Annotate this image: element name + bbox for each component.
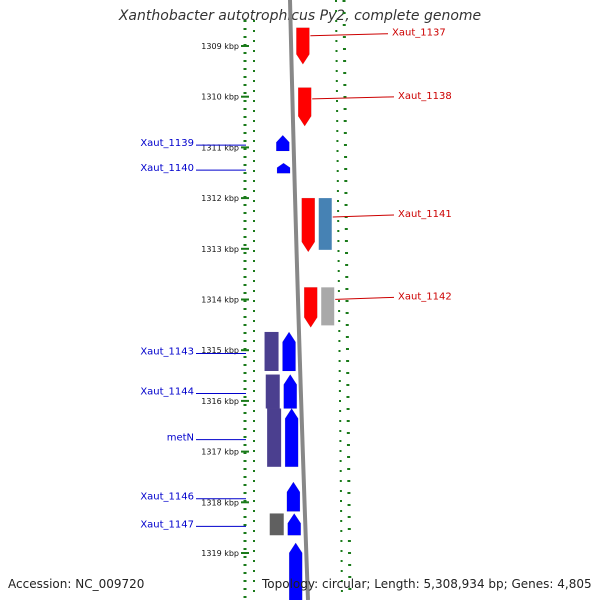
ruler-tick-label: 1312 kbp xyxy=(201,194,239,203)
gene-metn-feature-bar xyxy=(267,408,282,467)
ruler-tick-label: 1319 kbp xyxy=(201,549,239,558)
ruler-tick-label: 1314 kbp xyxy=(201,296,239,305)
gene-xaut-1137-leader-line xyxy=(310,33,389,37)
genome-title: Xanthobacter autotrophicus Py2, complete… xyxy=(118,8,482,24)
gene-xaut-1137-label: Xaut_1137 xyxy=(392,28,446,39)
gene-xaut-1141-label: Xaut_1141 xyxy=(398,209,452,220)
accession-label: Accession: NC_009720 xyxy=(8,577,145,591)
ruler-tick-label: 1316 kbp xyxy=(201,397,239,406)
gene-metn-label: metN xyxy=(167,433,194,444)
ruler-outer-right xyxy=(342,0,352,600)
gene-xaut-1138-arrow xyxy=(297,87,312,127)
gene-xaut-1146-arrow xyxy=(286,481,301,512)
gene-xaut-1141-feature-bar xyxy=(318,198,332,250)
gene-xaut-1142-label: Xaut_1142 xyxy=(398,291,452,302)
gene-unlabeled-11-arrow xyxy=(288,542,303,600)
gene-xaut-1140-label: Xaut_1140 xyxy=(140,163,194,174)
gene-xaut-1139-label: Xaut_1139 xyxy=(140,138,194,149)
gene-xaut-1141-leader-line xyxy=(332,214,395,218)
gene-xaut-1144-feature-bar xyxy=(265,374,280,409)
gene-xaut-1139-arrow xyxy=(276,134,290,152)
gene-xaut-1147-label: Xaut_1147 xyxy=(140,519,194,530)
ruler-tick-label: 1318 kbp xyxy=(201,498,239,507)
gene-xaut-1142-leader-line xyxy=(335,296,395,300)
gene-metn-arrow xyxy=(284,408,299,468)
ruler-dotted-right xyxy=(335,0,343,600)
gene-xaut-1138-label: Xaut_1138 xyxy=(398,91,452,102)
gene-xaut-1146-label: Xaut_1146 xyxy=(140,492,194,503)
ruler-tick-label: 1315 kbp xyxy=(201,346,239,355)
gene-xaut-1138-leader-line xyxy=(312,96,395,100)
gene-xaut-1143-arrow xyxy=(282,331,296,372)
gene-xaut-1143-label: Xaut_1143 xyxy=(140,346,194,357)
ruler-tick-label: 1313 kbp xyxy=(201,245,239,254)
ruler-tick-label: 1310 kbp xyxy=(201,93,239,102)
gene-xaut-1143-feature-bar xyxy=(264,331,279,371)
gene-xaut-1141-arrow xyxy=(301,197,315,253)
gene-xaut-1140-arrow xyxy=(276,162,291,174)
gene-xaut-1147-feature-bar xyxy=(269,513,284,536)
gene-xaut-1142-arrow xyxy=(303,287,318,328)
topology-label: Topology: circular; Length: 5,308,934 bp… xyxy=(262,577,592,591)
gene-xaut-1137-arrow xyxy=(296,27,310,65)
ruler-tick-label: 1317 kbp xyxy=(201,448,239,457)
ruler-tick-label: 1311 kbp xyxy=(201,143,239,152)
gene-xaut-1147-arrow xyxy=(287,513,301,536)
gene-xaut-1142-feature-bar xyxy=(321,287,335,326)
ruler-tick-label: 1309 kbp xyxy=(201,42,239,51)
gene-xaut-1144-label: Xaut_1144 xyxy=(140,387,194,398)
genome-backbone xyxy=(288,0,310,600)
gene-xaut-1144-arrow xyxy=(283,374,297,409)
